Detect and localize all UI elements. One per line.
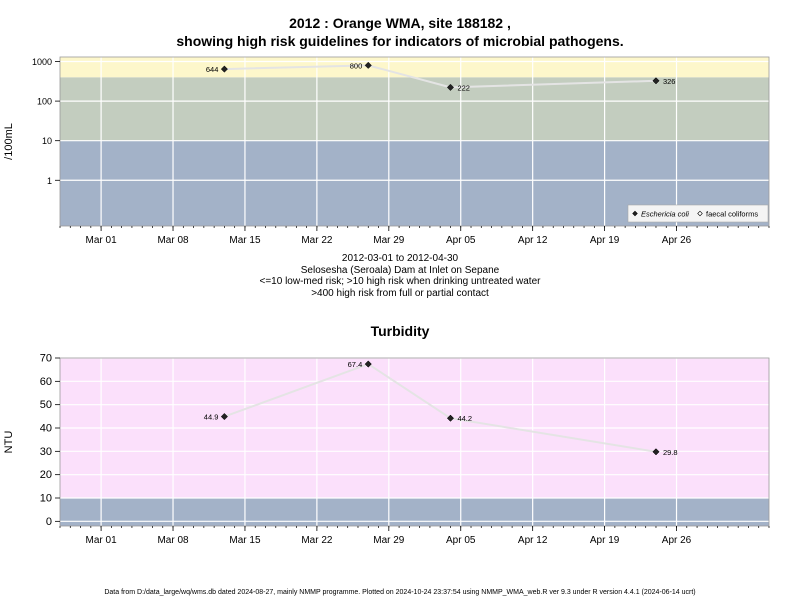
data-label: 29.8 xyxy=(663,448,678,457)
guideline-drinking: <=10 low-med risk; >10 high risk when dr… xyxy=(259,276,541,287)
data-point xyxy=(220,65,228,73)
y-tick-label: 1000 xyxy=(32,57,52,67)
x-tick-label: Apr 26 xyxy=(662,535,692,546)
x-tick-label: Mar 29 xyxy=(373,535,405,546)
y-tick-label: 20 xyxy=(40,469,52,481)
title-line-2: showing high risk guidelines for indicat… xyxy=(176,33,624,49)
legend-label: Eschericia coli xyxy=(641,210,689,219)
data-point xyxy=(652,77,660,85)
data-point xyxy=(652,448,660,456)
x-tick-label: Apr 26 xyxy=(662,235,692,246)
x-tick-label: Mar 08 xyxy=(157,535,189,546)
x-tick-label: Apr 12 xyxy=(518,535,548,546)
risk-band-3 xyxy=(60,57,769,78)
x-tick-label: Mar 01 xyxy=(86,535,118,546)
data-label: 326 xyxy=(663,77,676,86)
x-tick-label: Mar 01 xyxy=(86,235,118,246)
y-tick-label: 1 xyxy=(47,176,52,186)
data-label: 800 xyxy=(350,61,363,70)
y-tick-label: 10 xyxy=(40,493,52,505)
x-tick-label: Apr 19 xyxy=(590,535,620,546)
y-tick-label: 10 xyxy=(42,136,52,146)
legend-marker xyxy=(632,210,638,217)
x-tick-label: Mar 08 xyxy=(157,235,189,246)
turbidity-title: Turbidity xyxy=(370,323,430,339)
chart-caption: 2012-03-01 to 2012-04-30 Selosesha (Sero… xyxy=(0,253,800,299)
data-label: 67.4 xyxy=(348,360,363,369)
y-axis-label: NTU xyxy=(3,431,15,454)
x-tick-label: Mar 22 xyxy=(301,235,333,246)
y-tick-label: 0 xyxy=(46,516,52,528)
main-title: 2012 : Orange WMA, site 188182 , showing… xyxy=(0,14,800,50)
x-tick-label: Apr 12 xyxy=(518,235,548,246)
legend: Eschericia coli faecal coliforms xyxy=(627,204,769,223)
legend-marker xyxy=(697,210,703,217)
data-point xyxy=(446,414,455,422)
y-tick-label: 60 xyxy=(40,376,52,388)
data-label: 222 xyxy=(457,83,470,92)
x-tick-label: Mar 15 xyxy=(229,535,261,546)
data-label: 44.9 xyxy=(204,413,219,422)
series-line xyxy=(224,64,657,89)
x-tick-label: Mar 15 xyxy=(229,235,261,246)
series-line xyxy=(224,362,657,453)
y-tick-label: 40 xyxy=(40,423,52,435)
title-line-1: 2012 : Orange WMA, site 188182 , xyxy=(289,15,511,31)
date-range: 2012-03-01 to 2012-04-30 xyxy=(341,253,459,264)
chart-2: Mar 01 Mar 08 Mar 15 Mar 22 Mar 29 Apr 05 Apr … xyxy=(3,353,770,546)
data-point xyxy=(220,413,228,421)
data-point xyxy=(364,360,372,368)
y-tick-label: 70 xyxy=(40,353,52,365)
y-tick-label: 50 xyxy=(40,399,52,411)
x-tick-label: Apr 05 xyxy=(446,235,476,246)
chart-1: Mar 01 Mar 08 Mar 15 Mar 22 Mar 29 Apr 05 Apr … xyxy=(3,56,770,246)
plot-frame xyxy=(59,56,770,227)
x-tick-label: Apr 19 xyxy=(590,235,620,246)
x-tick-label: Apr 05 xyxy=(446,535,476,546)
data-label: 44.2 xyxy=(457,414,472,423)
x-tick-label: Mar 29 xyxy=(373,235,405,246)
data-point xyxy=(446,83,455,91)
x-tick-label: Mar 22 xyxy=(301,535,333,546)
footer-note: Data from D:/data_large/wq/wms.db dated … xyxy=(104,589,696,596)
legend-label: faecal coliforms xyxy=(706,210,758,219)
risk-band-2 xyxy=(60,77,769,141)
data-label: 644 xyxy=(206,65,219,74)
data-point xyxy=(364,61,372,69)
plot-frame xyxy=(59,357,770,527)
site-name: Selosesha (Seroala) Dam at Inlet on Sepa… xyxy=(300,264,500,276)
y-tick-label: 30 xyxy=(40,446,52,458)
y-tick-label: 100 xyxy=(37,97,52,107)
guideline-contact: >400 high risk from full or partial cont… xyxy=(311,287,489,299)
y-axis-label: /100mL xyxy=(3,123,15,160)
